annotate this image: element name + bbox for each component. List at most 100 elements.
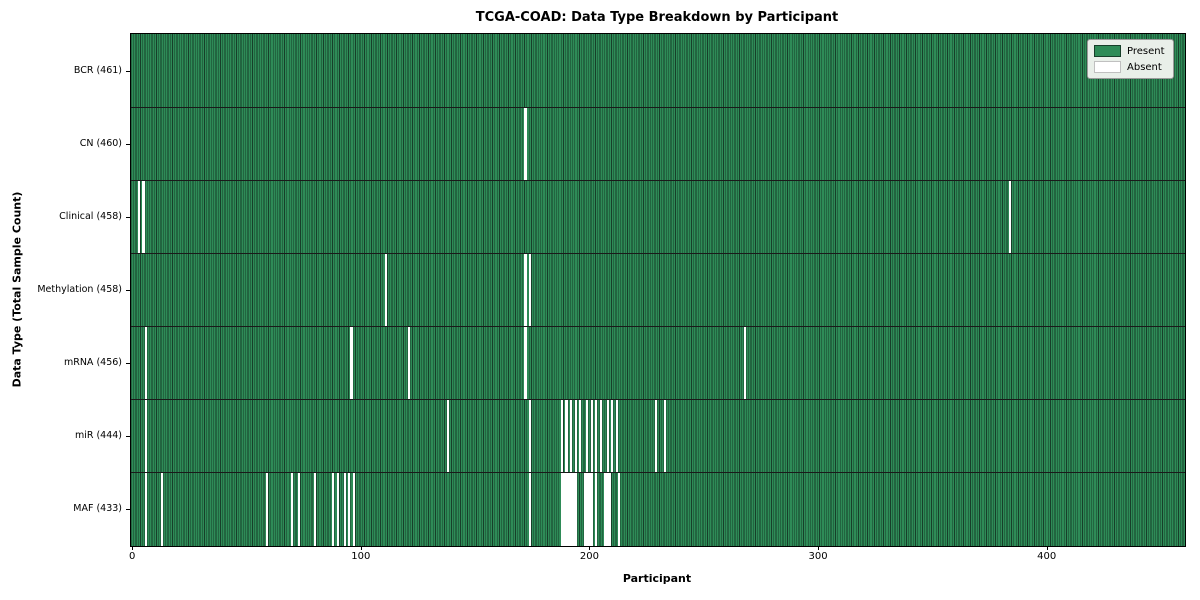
absent-bar: [583, 472, 586, 546]
absent-bar: [585, 399, 589, 473]
absent-bar: [265, 472, 269, 546]
absent-bar: [336, 472, 340, 546]
absent-bar: [565, 472, 568, 546]
absent-bar: [569, 472, 573, 546]
absent-bar: [1008, 180, 1012, 254]
absent-bar: [579, 399, 582, 473]
legend: Present Absent: [1087, 39, 1174, 79]
absent-bar: [565, 399, 568, 473]
plot-area: [130, 33, 1186, 547]
absent-bar: [446, 399, 449, 473]
absent-bar: [563, 472, 566, 546]
row-separator: [131, 399, 1185, 401]
row-cn: [131, 107, 1185, 181]
row-methylation: [131, 253, 1185, 327]
y-tick: [126, 70, 130, 72]
absent-bar: [343, 472, 346, 546]
absent-bar: [524, 326, 527, 400]
y-tick: [126, 143, 130, 145]
absent-bar: [528, 253, 532, 327]
row-separator: [131, 106, 1185, 108]
row-separator: [131, 326, 1185, 328]
row-maf: [131, 472, 1185, 546]
absent-bar: [313, 472, 317, 546]
y-tick: [126, 363, 130, 365]
y-tick: [126, 216, 130, 218]
absent-bar: [142, 180, 145, 254]
y-tick-label-mrna: mRNA (456): [63, 357, 122, 369]
absent-bar: [352, 472, 356, 546]
row-clinical: [131, 180, 1185, 254]
absent-bar: [588, 472, 591, 546]
present-swatch: [1094, 45, 1121, 57]
absent-bar: [350, 326, 353, 400]
absent-bar: [348, 472, 351, 546]
absent-bar: [615, 399, 618, 473]
absent-bar: [599, 399, 602, 473]
absent-bar: [144, 399, 147, 473]
absent-bar: [569, 399, 573, 473]
absent-bar: [528, 472, 532, 546]
row-mir: [131, 399, 1185, 473]
absent-bar: [560, 399, 564, 473]
x-tick: [1046, 546, 1048, 550]
absent-bar: [574, 472, 577, 546]
absent-bar: [407, 326, 410, 400]
absent-bar: [595, 472, 598, 546]
absent-bar: [606, 399, 609, 473]
absent-bar: [332, 472, 335, 546]
row-separator: [131, 179, 1185, 181]
absent-bar: [585, 472, 589, 546]
chart-title: TCGA-COAD: Data Type Breakdown by Partic…: [475, 10, 839, 25]
absent-bar: [572, 472, 575, 546]
y-tick: [126, 436, 130, 438]
absent-bar: [144, 472, 147, 546]
x-tick: [589, 546, 591, 550]
absent-bar: [617, 472, 621, 546]
y-tick-label-mir: miR (444): [74, 430, 122, 442]
row-mrna: [131, 326, 1185, 400]
y-tick-label-maf: MAF (433): [73, 503, 122, 515]
x-tick: [818, 546, 820, 550]
absent-bar: [608, 472, 612, 546]
absent-bar: [574, 399, 577, 473]
absent-bar: [291, 472, 294, 546]
x-tick-label: 100: [351, 551, 371, 562]
absent-bar: [524, 107, 527, 181]
y-tick-label-bcr: BCR (461): [73, 64, 122, 76]
absent-bar: [524, 253, 527, 327]
row-separator: [131, 252, 1185, 254]
absent-bar: [611, 399, 614, 473]
legend-entry-present: Present: [1094, 45, 1165, 57]
absent-bar: [528, 399, 532, 473]
absent-bar: [606, 472, 609, 546]
x-tick: [360, 546, 362, 550]
absent-bar: [590, 399, 593, 473]
row-bcr: [131, 34, 1185, 108]
legend-entry-absent: Absent: [1094, 61, 1165, 73]
absent-bar: [663, 399, 666, 473]
row-separator: [131, 472, 1185, 474]
absent-swatch: [1094, 61, 1121, 73]
absent-bar: [560, 472, 564, 546]
absent-bar: [654, 399, 657, 473]
absent-bar: [567, 472, 570, 546]
absent-bar: [590, 472, 593, 546]
x-tick-label: 0: [128, 551, 136, 562]
x-tick-label: 300: [808, 551, 828, 562]
legend-label-absent: Absent: [1127, 61, 1162, 73]
x-tick-label: 400: [1037, 551, 1057, 562]
absent-bar: [144, 326, 147, 400]
x-tick: [132, 546, 134, 550]
x-axis-label: Participant: [622, 572, 692, 585]
y-tick-label-methylation: Methylation (458): [37, 284, 122, 295]
absent-bar: [743, 326, 747, 400]
legend-label-present: Present: [1127, 45, 1165, 57]
absent-bar: [297, 472, 301, 546]
y-tick: [126, 509, 130, 511]
absent-bar: [604, 472, 607, 546]
absent-bar: [384, 253, 388, 327]
x-tick-label: 200: [579, 551, 599, 562]
absent-bar: [595, 399, 598, 473]
